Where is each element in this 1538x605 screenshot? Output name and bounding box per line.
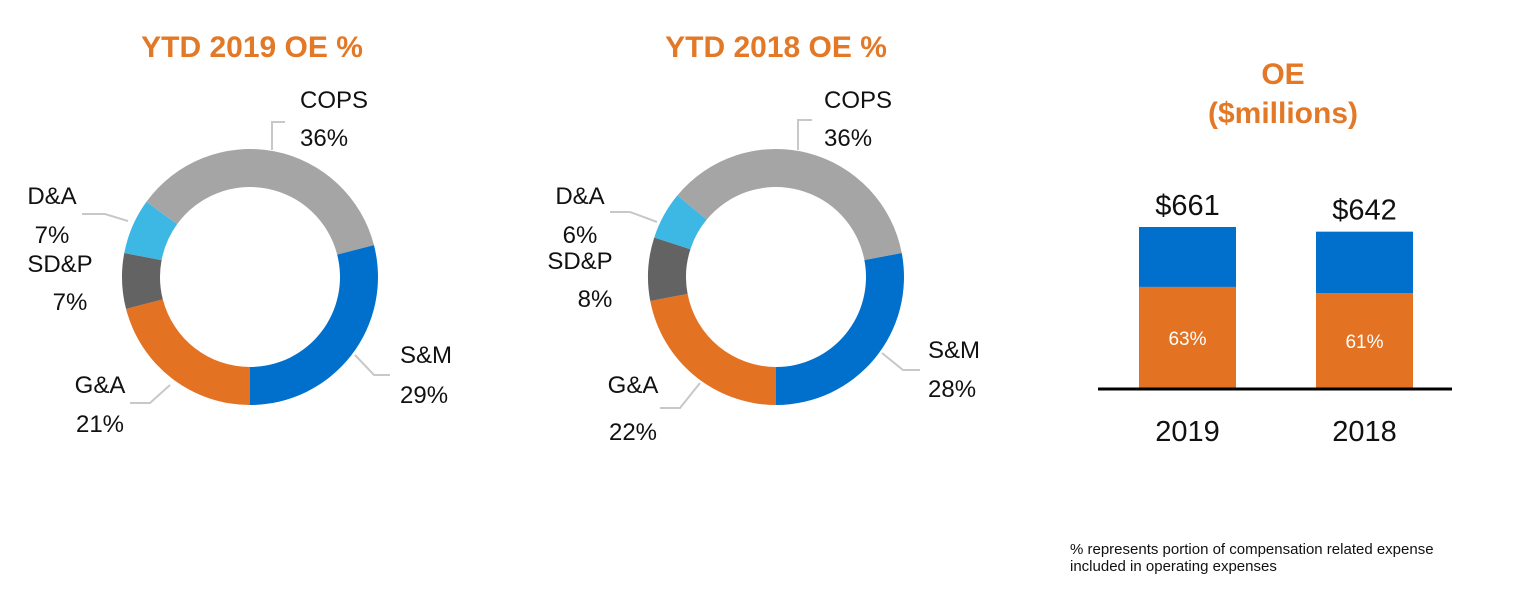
bar-total-label: $661: [1155, 190, 1220, 222]
leader-line-ga: [660, 382, 701, 409]
slice-value-sdp: 8%: [578, 286, 613, 313]
slice-label-sdp: SD&P: [27, 251, 92, 278]
bar-other-2018: [1316, 231, 1413, 294]
donut-slice-da: [654, 195, 707, 250]
footnote-line-1: % represents portion of compensation rel…: [1070, 541, 1434, 558]
slice-value-da: 6%: [563, 222, 598, 249]
donut-slice-ga: [126, 299, 250, 405]
leader-line-cops: [797, 119, 812, 150]
slice-label-ga: G&A: [75, 372, 126, 399]
slice-label-da: D&A: [27, 183, 76, 210]
x-tick-label: 2018: [1332, 416, 1397, 448]
donut-slice-cops: [146, 148, 374, 255]
slice-label-sdp: SD&P: [547, 248, 612, 275]
slice-label-da: D&A: [555, 183, 604, 210]
donut-slice-sm: [250, 245, 378, 405]
donut-slice-ga: [650, 293, 776, 405]
x-tick-label: 2019: [1155, 416, 1220, 448]
bar-compensation-2019: [1139, 286, 1236, 389]
slice-value-sm: 29%: [400, 382, 448, 409]
donut-title: YTD 2019 OE %: [141, 31, 363, 64]
donut-slice-sdp: [648, 237, 691, 301]
leader-line-da: [610, 211, 658, 223]
slice-value-ga: 22%: [609, 419, 657, 446]
slice-value-sm: 28%: [928, 376, 976, 403]
bar-other-2019: [1139, 227, 1236, 287]
slice-label-sm: S&M: [928, 337, 980, 364]
leader-line-sm: [881, 352, 920, 371]
donut-slice-sdp: [122, 253, 163, 309]
bar-compensation-2018: [1316, 293, 1413, 389]
slice-value-da: 7%: [35, 222, 70, 249]
leader-line-sm: [354, 354, 390, 376]
donut-slice-da: [124, 201, 178, 261]
leader-line-cops: [271, 121, 285, 150]
slice-value-ga: 21%: [76, 411, 124, 438]
slice-value-cops: 36%: [300, 125, 348, 152]
footnote: % represents portion of compensation rel…: [1070, 541, 1530, 575]
slice-label-cops: COPS: [824, 87, 892, 114]
donut-slice-sm: [776, 253, 904, 405]
slice-label-cops: COPS: [300, 87, 368, 114]
footnote-line-2: included in operating expenses: [1070, 558, 1277, 575]
slice-label-sm: S&M: [400, 342, 452, 369]
donut-slice-cops: [677, 149, 902, 261]
bar-pct-label: 63%: [1168, 329, 1206, 350]
bar-total-label: $642: [1332, 195, 1397, 227]
bar-title-line1: OE: [1261, 58, 1304, 91]
bar-pct-label: 61%: [1345, 332, 1383, 353]
leader-line-da: [82, 213, 129, 222]
donut-title: YTD 2018 OE %: [665, 31, 887, 64]
slice-value-cops: 36%: [824, 125, 872, 152]
slice-label-ga: G&A: [608, 372, 659, 399]
leader-line-ga: [130, 384, 171, 404]
slice-value-sdp: 7%: [53, 289, 88, 316]
bar-title-line2: ($millions): [1208, 97, 1358, 130]
